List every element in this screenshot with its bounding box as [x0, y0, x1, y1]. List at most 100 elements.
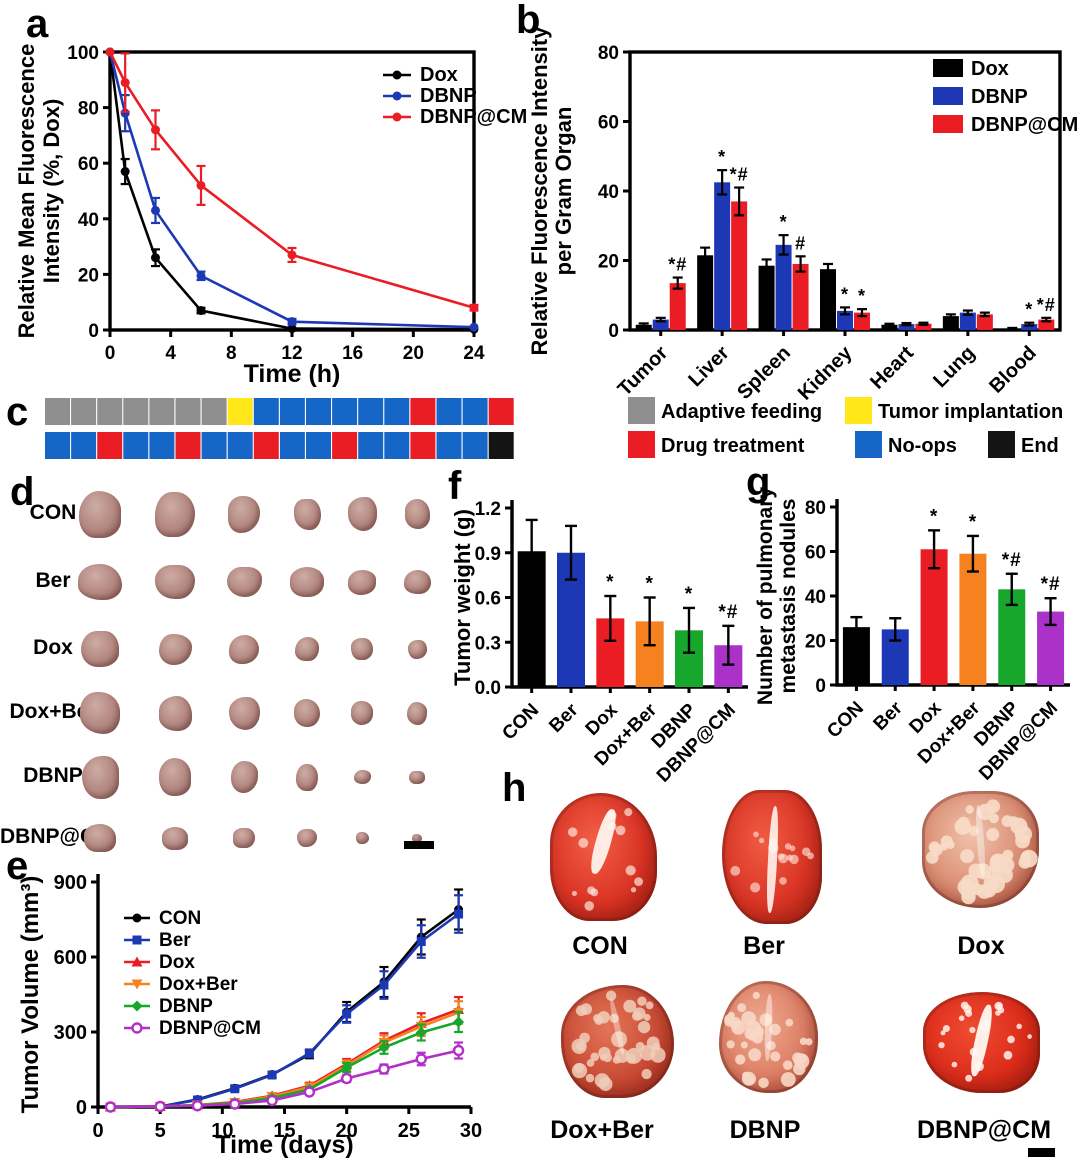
category-label: CON [823, 698, 868, 743]
y-axis-title: Relative Fluorescence Intensity [527, 26, 552, 356]
significance-marks: * [969, 512, 977, 533]
legend-label: CON [159, 908, 201, 929]
nodule [609, 1013, 619, 1023]
nodule [995, 1003, 1002, 1010]
legend-swatch [933, 115, 963, 133]
nodule [571, 890, 577, 897]
legend-swatch-yellow [845, 397, 872, 424]
category-label: Blood [985, 342, 1041, 398]
legend-label: Dox [971, 58, 1009, 80]
lung-photo [718, 981, 818, 1093]
nodule [615, 825, 625, 836]
series-DBNP: * * * * [652, 147, 1038, 330]
schedule-day-blue [201, 432, 227, 459]
nodule [1026, 1033, 1032, 1039]
y-axis-title: Tumor weight (g) [450, 509, 475, 686]
lung-photo [722, 790, 822, 924]
bar [976, 314, 993, 330]
nodule [769, 1051, 780, 1062]
marker-open-circle [378, 1063, 390, 1075]
schedule-day-blue [384, 398, 410, 425]
schedule-day-red [332, 432, 358, 459]
scale-bar [1028, 1148, 1055, 1157]
y-tick-label: 0.6 [475, 589, 501, 610]
marker-triangle-down [131, 979, 143, 990]
marker-circle [120, 167, 130, 177]
marker-circle [287, 317, 297, 327]
x-tick-label: 8 [226, 343, 237, 364]
marker-circle [196, 306, 206, 316]
y-tick-label: 0.0 [475, 678, 501, 699]
category-label: Liver [684, 342, 734, 392]
tumor-photo [81, 755, 119, 799]
legend-swatch-gray [628, 397, 655, 424]
bar [881, 324, 898, 330]
marker-diamond [453, 1016, 465, 1028]
nodule [929, 842, 943, 856]
nodule [747, 1048, 761, 1062]
legend-label: DBNP [971, 86, 1028, 108]
scale-bar [404, 841, 434, 849]
lung-label: Dox [957, 932, 1005, 960]
series-DBNP@CM: *#*##* *# [668, 165, 1055, 330]
significance-marks: # [795, 233, 806, 253]
legend-label: Dox+Ber [159, 974, 238, 995]
schedule-row-2 [45, 432, 514, 459]
nodule [968, 1026, 975, 1033]
nodule [1006, 1035, 1015, 1043]
nodule [746, 1030, 758, 1041]
nodule [625, 1047, 642, 1064]
bar [697, 255, 714, 330]
marker-open-circle [104, 1101, 117, 1113]
panel-label-d: d [10, 470, 35, 514]
nodule [758, 837, 765, 844]
series-line [110, 1049, 459, 1109]
schedule-day-red [253, 432, 279, 459]
nodule [942, 1024, 950, 1032]
nodule [792, 1062, 805, 1076]
lung-nodules [723, 991, 813, 1089]
bar [1021, 324, 1038, 330]
tumor-photo [404, 499, 430, 529]
marker-circle [151, 253, 160, 263]
panel-g-metastasis-nodules-bar-chart: 0 20 40 60 80 Number of pulmonary metastasis n… [754, 487, 1070, 785]
nodule [730, 1020, 746, 1035]
tumor-photo [348, 569, 376, 595]
nodule [968, 825, 979, 836]
panel-e-tumor-volume-line-chart: 0 300 600 900 0 5 10 15 20 25 30 Tumor Volume (mm³)… [17, 872, 482, 1159]
tumor-photo [293, 498, 321, 530]
y-tick-label: 0.9 [475, 544, 501, 565]
x-tick-label: 5 [155, 1120, 166, 1142]
nodule [610, 1030, 627, 1047]
marker-open-circle [303, 1086, 316, 1098]
schedule-day-blue [123, 432, 149, 459]
nodule [645, 1000, 654, 1009]
category-label: Ber [545, 699, 583, 737]
tumor-photo [233, 828, 255, 848]
nodule [953, 817, 971, 835]
y-tick-label: 80 [598, 43, 619, 64]
tumor-photo [409, 770, 425, 784]
marker-circle [392, 91, 402, 101]
tumor-photo [78, 564, 122, 600]
legend-swatch-red [628, 431, 655, 458]
tumor-photo [84, 824, 116, 852]
nodule [583, 901, 594, 911]
panel-h-lung-photos: CON Ber Dox Dox+Ber DBNP DBNP@CM [490, 760, 1080, 1169]
schedule-day-blue [462, 432, 488, 459]
y-tick-label: 60 [78, 154, 99, 175]
tumor-row-label: Ber [35, 569, 71, 592]
bar [792, 263, 809, 330]
nodule [777, 853, 785, 860]
schedule-day-gray [149, 398, 175, 425]
nodule [579, 1002, 592, 1015]
legend-label: DBNP@CM [420, 106, 527, 128]
nodule [743, 1074, 754, 1085]
lung-label: DBNP@CM [916, 1116, 1052, 1144]
schedule-legend: Adaptive feeding Tumor implantation Drug t… [628, 397, 1063, 458]
schedule-day-blue [332, 398, 358, 425]
marker-diamond [131, 1000, 143, 1012]
nodule [994, 1009, 1001, 1016]
legend-swatch-blue [855, 431, 882, 458]
nodule [960, 884, 976, 900]
